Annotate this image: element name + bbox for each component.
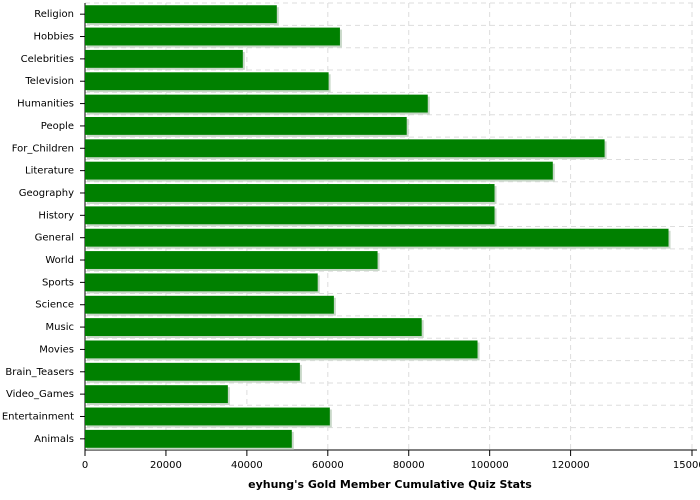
- bar: [85, 139, 605, 158]
- bar: [85, 407, 330, 426]
- bar: [85, 340, 478, 359]
- y-tick-label: Animals: [34, 434, 74, 445]
- bar: [85, 251, 378, 269]
- y-tick-label: World: [45, 255, 74, 266]
- y-tick-label: Humanities: [17, 99, 74, 110]
- chart-title: eyhung's Gold Member Cumulative Quiz Sta…: [248, 478, 532, 491]
- y-tick-label: Hobbies: [34, 32, 74, 43]
- y-tick-label: Sports: [42, 277, 74, 288]
- bar: [85, 295, 334, 314]
- x-tick-label: 20000: [150, 460, 182, 471]
- bar: [85, 116, 407, 135]
- y-tick-label: Video_Games: [6, 389, 74, 400]
- y-tick-label: Geography: [19, 188, 74, 199]
- x-tick-label: 80000: [393, 460, 425, 471]
- y-tick-label: Television: [24, 76, 74, 87]
- bar: [85, 27, 340, 46]
- y-tick-label: Celebrities: [21, 54, 74, 65]
- bar: [85, 94, 428, 113]
- x-tick-label: 100000: [471, 460, 509, 471]
- x-tick-label: 120000: [552, 460, 590, 471]
- y-tick-label: Music: [46, 322, 74, 333]
- bar: [85, 184, 495, 202]
- y-tick-label: Entertainment: [2, 411, 74, 422]
- y-tick-label: Religion: [34, 9, 74, 20]
- bar: [85, 429, 292, 448]
- bar: [85, 362, 300, 381]
- bar: [85, 5, 277, 24]
- bar: [85, 161, 553, 180]
- y-tick-label: Brain_Teasers: [5, 367, 74, 378]
- x-tick-label: 150000: [673, 460, 700, 471]
- bar: [85, 206, 495, 225]
- y-tick-label: For_Children: [12, 143, 74, 154]
- bar: [85, 49, 243, 68]
- bar: [85, 273, 318, 292]
- bar: [85, 318, 422, 337]
- y-tick-label: Movies: [39, 344, 74, 355]
- x-tick-label: 40000: [231, 460, 263, 471]
- y-tick-label: Science: [35, 300, 74, 311]
- x-tick-label: 0: [82, 460, 88, 471]
- bar: [85, 228, 669, 247]
- y-tick-label: People: [41, 121, 74, 132]
- x-tick-label: 60000: [312, 460, 344, 471]
- y-tick-label: History: [38, 210, 74, 221]
- y-tick-label: General: [35, 233, 74, 244]
- bar: [85, 385, 228, 404]
- y-tick-label: Literature: [25, 166, 74, 177]
- bar: [85, 72, 329, 91]
